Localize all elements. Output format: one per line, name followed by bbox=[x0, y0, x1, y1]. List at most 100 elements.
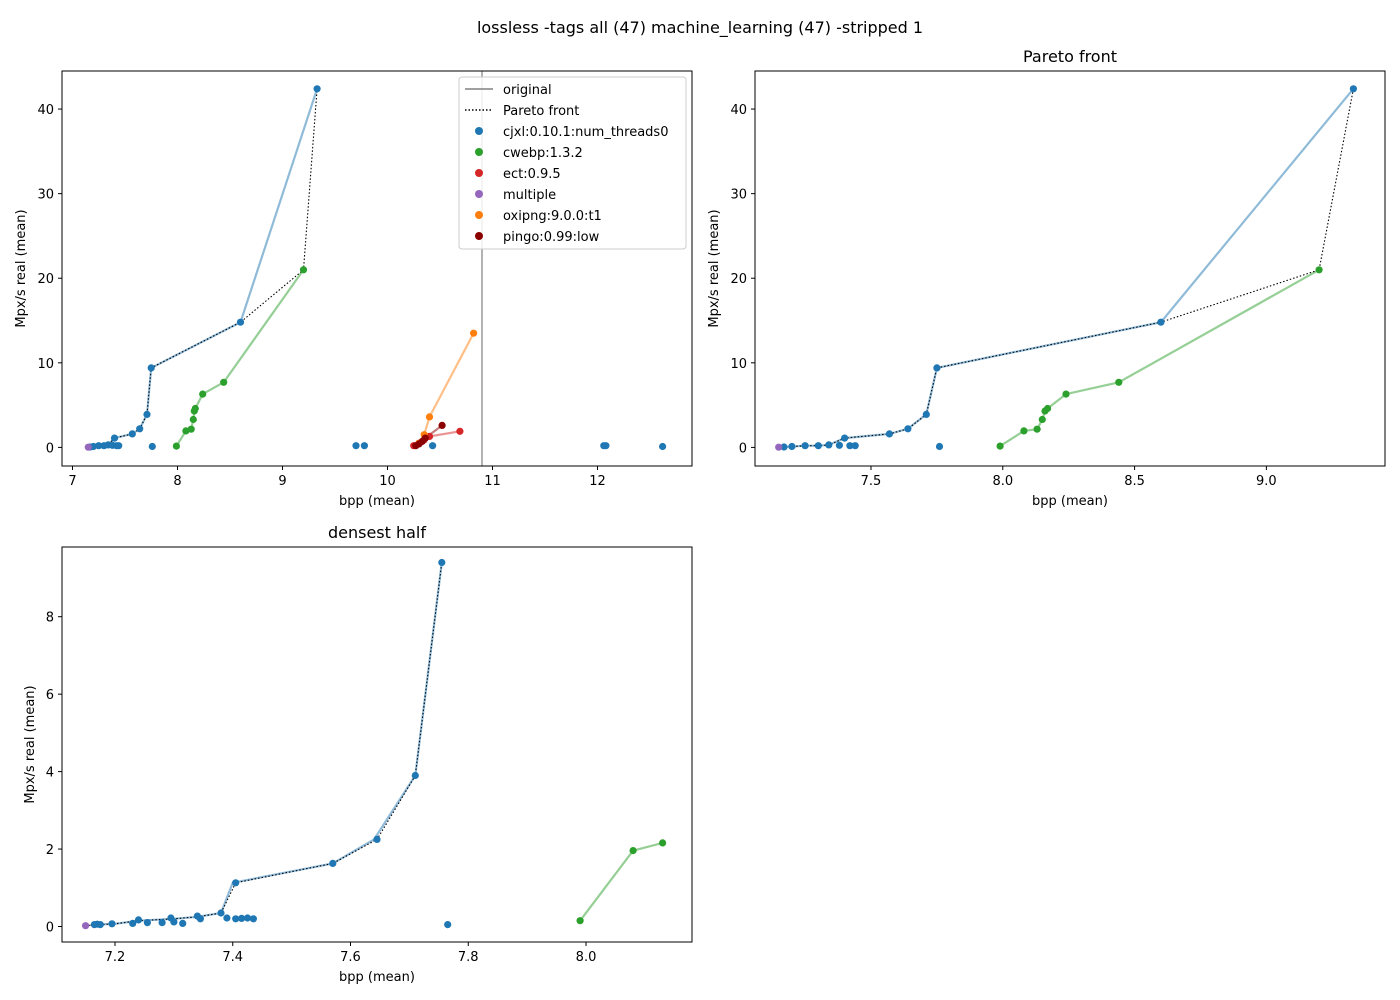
x-tick-label: 12 bbox=[589, 474, 606, 489]
x-tick-label: 9 bbox=[278, 474, 286, 489]
legend-label: original bbox=[503, 83, 552, 98]
point-oxipng-9-0-0-t1 bbox=[470, 329, 478, 337]
y-tick-label: 20 bbox=[37, 272, 54, 287]
panel-all-codecs: 7 8 9 10 11 12 0 10 20 30 40 bpp (mean) Mpx/s real (… bbox=[14, 70, 693, 509]
y-tick-label: 40 bbox=[730, 103, 747, 118]
point-cwebp-1-3-2 bbox=[1062, 390, 1070, 398]
x-tick-label: 8 bbox=[173, 474, 181, 489]
point-cjxl-0-10-1-num-threads0 bbox=[411, 771, 419, 780]
series-line-cwebp-1-3-2 bbox=[579, 841, 663, 922]
point-cjxl-0-10-1-num-threads0 bbox=[602, 442, 610, 450]
figure-title: lossless -tags all (47) machine_learning… bbox=[476, 18, 924, 37]
x-tick-label: 7.4 bbox=[222, 950, 243, 965]
legend-label: oxipng:9.0.0:t1 bbox=[503, 209, 602, 224]
point-cwebp-1-3-2 bbox=[576, 917, 584, 925]
point-cjxl-0-10-1-num-threads0 bbox=[846, 442, 854, 450]
x-tick-label: 7.2 bbox=[105, 950, 126, 965]
point-multiple bbox=[82, 922, 90, 930]
y-tick-label: 6 bbox=[46, 688, 54, 703]
point-cjxl-0-10-1-num-threads0 bbox=[933, 364, 941, 372]
point-pingo-0-99-low bbox=[421, 434, 429, 442]
legend-label: multiple bbox=[503, 188, 556, 203]
x-tick-label: 8.0 bbox=[992, 474, 1013, 489]
point-cjxl-0-10-1-num-threads0 bbox=[814, 442, 822, 450]
point-cjxl-0-10-1-num-threads0 bbox=[801, 442, 809, 450]
y-tick-label: 10 bbox=[730, 357, 747, 372]
legend-label: cwebp:1.3.2 bbox=[503, 146, 583, 161]
point-cwebp-1-3-2 bbox=[1315, 266, 1323, 274]
point-cjxl-0-10-1-num-threads0 bbox=[238, 914, 246, 923]
x-tick-label: 8.5 bbox=[1124, 474, 1145, 489]
axes-title: densest half bbox=[328, 523, 426, 542]
panel-pareto-front: Pareto front 7.5 8.0 8.5 9.0 0 10 20 30 40 bpp (me… bbox=[707, 47, 1386, 509]
point-cjxl-0-10-1-num-threads0 bbox=[110, 434, 119, 442]
point-cjxl-0-10-1-num-threads0 bbox=[429, 442, 437, 450]
point-cjxl-0-10-1-num-threads0 bbox=[217, 909, 225, 917]
point-cjxl-0-10-1-num-threads0 bbox=[904, 425, 912, 433]
legend-marker-pingo-0-99-low bbox=[475, 232, 483, 240]
point-cjxl-0-10-1-num-threads0 bbox=[179, 919, 187, 928]
point-cjxl-0-10-1-num-threads0 bbox=[851, 442, 859, 450]
point-cjxl-0-10-1-num-threads0 bbox=[438, 558, 446, 567]
point-cjxl-0-10-1-num-threads0 bbox=[885, 430, 894, 438]
pareto-front-line bbox=[85, 562, 443, 927]
point-cjxl-0-10-1-num-threads0 bbox=[129, 919, 137, 928]
legend-marker-ect-0-9-5 bbox=[475, 169, 483, 177]
point-cjxl-0-10-1-num-threads0 bbox=[147, 364, 155, 372]
point-cwebp-1-3-2 bbox=[187, 425, 195, 433]
point-cwebp-1-3-2 bbox=[189, 415, 197, 424]
point-cjxl-0-10-1-num-threads0 bbox=[134, 916, 143, 924]
point-cwebp-1-3-2 bbox=[1115, 378, 1123, 386]
point-cjxl-0-10-1-num-threads0 bbox=[788, 442, 796, 451]
point-cjxl-0-10-1-num-threads0 bbox=[143, 410, 151, 418]
point-cwebp-1-3-2 bbox=[659, 839, 667, 847]
legend-marker-oxipng-9-0-0-t1 bbox=[475, 211, 483, 219]
legend-marker-cjxl-0-10-1-num-threads0 bbox=[475, 127, 483, 135]
point-cwebp-1-3-2 bbox=[1033, 425, 1041, 433]
axes-title: Pareto front bbox=[1023, 47, 1117, 66]
axes-frame bbox=[61, 70, 693, 467]
point-cwebp-1-3-2 bbox=[191, 404, 199, 413]
point-cwebp-1-3-2 bbox=[1038, 415, 1046, 424]
point-cjxl-0-10-1-num-threads0 bbox=[659, 442, 667, 451]
point-cjxl-0-10-1-num-threads0 bbox=[313, 85, 321, 93]
point-pingo-0-99-low bbox=[438, 421, 446, 429]
point-cwebp-1-3-2 bbox=[220, 378, 228, 386]
pareto-front-line bbox=[88, 88, 318, 448]
y-tick-label: 0 bbox=[739, 441, 747, 456]
point-cwebp-1-3-2 bbox=[199, 390, 207, 398]
y-tick-label: 0 bbox=[46, 921, 54, 936]
point-cjxl-0-10-1-num-threads0 bbox=[223, 914, 231, 922]
y-tick-label: 10 bbox=[37, 357, 54, 372]
point-cjxl-0-10-1-num-threads0 bbox=[136, 425, 144, 433]
point-cjxl-0-10-1-num-threads0 bbox=[232, 915, 240, 923]
x-axis-label: bpp (mean) bbox=[339, 494, 415, 509]
point-cjxl-0-10-1-num-threads0 bbox=[196, 915, 204, 923]
point-cjxl-0-10-1-num-threads0 bbox=[444, 921, 452, 929]
x-tick-label: 7.8 bbox=[458, 950, 479, 965]
axes-frame bbox=[754, 70, 1386, 467]
point-cjxl-0-10-1-num-threads0 bbox=[935, 442, 944, 451]
axes-frame bbox=[61, 546, 693, 943]
point-cjxl-0-10-1-num-threads0 bbox=[360, 442, 368, 450]
legend-marker-cwebp-1-3-2 bbox=[475, 148, 483, 156]
point-cjxl-0-10-1-num-threads0 bbox=[243, 914, 252, 922]
point-cjxl-0-10-1-num-threads0 bbox=[780, 443, 788, 451]
point-cjxl-0-10-1-num-threads0 bbox=[148, 442, 156, 451]
y-tick-label: 40 bbox=[37, 103, 54, 118]
point-cwebp-1-3-2 bbox=[172, 442, 180, 450]
x-tick-label: 7.6 bbox=[340, 950, 361, 965]
legend-label: pingo:0.99:low bbox=[503, 230, 600, 245]
point-cjxl-0-10-1-num-threads0 bbox=[352, 442, 360, 450]
point-cjxl-0-10-1-num-threads0 bbox=[143, 919, 151, 927]
point-cjxl-0-10-1-num-threads0 bbox=[158, 919, 166, 927]
x-tick-label: 7.5 bbox=[861, 474, 882, 489]
point-cjxl-0-10-1-num-threads0 bbox=[835, 441, 844, 449]
point-multiple bbox=[775, 443, 783, 451]
legend-label: ect:0.9.5 bbox=[503, 167, 561, 182]
x-tick-label: 8.0 bbox=[576, 950, 597, 965]
point-cwebp-1-3-2 bbox=[299, 266, 308, 274]
panel-densest-half: densest half 7.2 7.4 7.6 7.8 8.0 0 2 4 6 8 bpp (mea… bbox=[23, 523, 693, 985]
point-cjxl-0-10-1-num-threads0 bbox=[329, 859, 337, 868]
